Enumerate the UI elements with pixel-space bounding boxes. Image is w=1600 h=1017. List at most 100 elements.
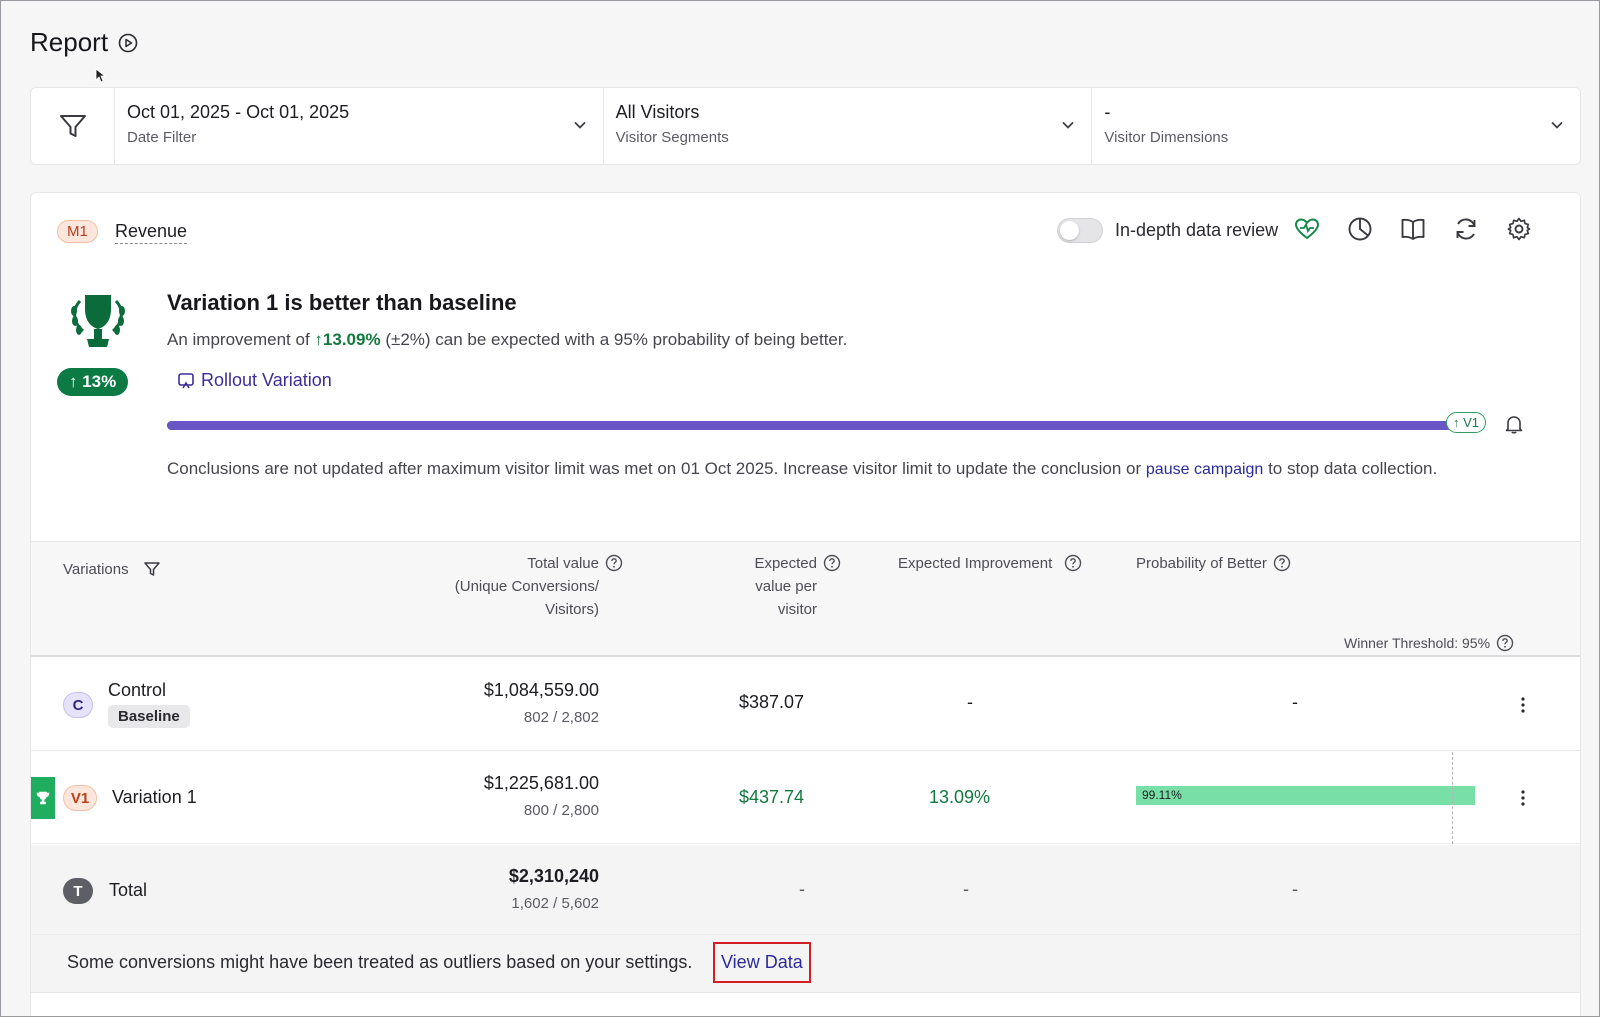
- date-filter-label: Date Filter: [127, 129, 197, 146]
- visitor-dimensions-value: -: [1104, 102, 1111, 122]
- conversions-ratio: 800 / 2,800: [523, 802, 599, 819]
- chevron-down-icon: [1062, 121, 1074, 129]
- total-value: $1,225,681.00: [483, 773, 599, 793]
- date-filter-value: Oct 01, 2025 - Oct 01, 2025: [127, 102, 350, 122]
- table-row-variation-1[interactable]: V1 Variation 1 $1,225,681.00 800 / 2,800…: [31, 752, 1580, 844]
- expected-header-line2: value per: [755, 578, 817, 595]
- page-header: Report: [30, 27, 138, 58]
- total-label: Total: [109, 880, 148, 900]
- chevron-down-icon: [1551, 121, 1563, 129]
- view-data-link[interactable]: View Data: [713, 942, 811, 983]
- heart-pulse-icon[interactable]: [1293, 215, 1321, 243]
- probability-of-better: -: [1292, 692, 1298, 712]
- variations-header-label: Variations: [63, 561, 129, 578]
- probability-of-better: -: [1292, 879, 1298, 899]
- conclusion-suffix: to stop data collection.: [1268, 459, 1438, 478]
- winner-threshold: Winner Threshold: 95%: [1344, 632, 1514, 655]
- mouse-cursor-icon: [95, 68, 107, 83]
- conversions-ratio: 1,602 / 5,602: [511, 895, 599, 912]
- expected-header-line1: Expected: [754, 555, 817, 572]
- variation-badge: C: [63, 692, 93, 718]
- visitor-dimensions-label: Visitor Dimensions: [1104, 129, 1229, 146]
- verdict-suffix: (±2%) can be expected with a 95% probabi…: [385, 330, 848, 349]
- in-depth-review-control: In-depth data review: [1057, 218, 1278, 243]
- outlier-text: Some conversions might have been treated…: [67, 952, 693, 972]
- metric-name[interactable]: Revenue: [115, 221, 188, 244]
- metric-toolbar: [1293, 215, 1533, 243]
- conclusion-prefix: Conclusions are not updated after maximu…: [167, 459, 1142, 478]
- total-value-header: Total value (Unique Conversions/ Visitor…: [391, 552, 623, 621]
- table-row-control[interactable]: C Control Baseline $1,084,559.00 802 / 2…: [31, 659, 1580, 751]
- variations-header: Variations: [63, 558, 161, 581]
- conclusion-note: Conclusions are not updated after maximu…: [167, 455, 1497, 483]
- filter-icon-cell[interactable]: [31, 88, 115, 164]
- variation-badge: V1: [63, 785, 97, 811]
- verdict-prefix: An improvement of: [167, 330, 310, 349]
- total-value-header-line3: Visitors): [545, 601, 599, 618]
- trophy-icon: [71, 295, 125, 347]
- in-depth-review-toggle[interactable]: [1057, 218, 1103, 243]
- expected-value-per-visitor: $437.74: [739, 787, 805, 807]
- total-value: $2,310,240: [508, 866, 599, 886]
- rollout-icon: [178, 372, 194, 388]
- winner-trophy-icon: [36, 791, 50, 805]
- funnel-icon: [59, 115, 86, 137]
- rollout-variation-button[interactable]: Rollout Variation: [177, 370, 332, 391]
- total-value: $1,084,559.00: [483, 680, 599, 700]
- table-row-total: T Total $2,310,240 1,602 / 5,602 - - -: [31, 845, 1580, 935]
- expected-improvement-label: Expected Improvement: [898, 555, 1053, 572]
- pie-chart-icon[interactable]: [1346, 215, 1374, 243]
- expected-improvement-header: Expected Improvement: [898, 552, 1082, 575]
- variation-name: Control: [108, 680, 167, 700]
- expected-value-per-visitor: -: [799, 879, 805, 899]
- winner-threshold-line: [1452, 752, 1453, 844]
- variation-name: Variation 1: [112, 787, 197, 807]
- play-circle-icon[interactable]: [118, 33, 138, 53]
- help-circle-icon[interactable]: [1496, 634, 1514, 652]
- baseline-chip: Baseline: [108, 705, 190, 728]
- verdict-sentence: An improvement of ↑13.09% (±2%) can be e…: [167, 330, 847, 350]
- expected-improvement: -: [967, 692, 973, 712]
- book-icon[interactable]: [1399, 215, 1427, 243]
- toggle-knob: [1060, 221, 1079, 240]
- improvement-pill: ↑ 13%: [57, 368, 129, 396]
- rollout-variation-label: Rollout Variation: [201, 370, 332, 390]
- refresh-icon[interactable]: [1452, 215, 1480, 243]
- visitor-segments-dropdown[interactable]: All Visitors Visitor Segments: [604, 88, 1093, 164]
- expected-value-per-visitor: $387.07: [739, 692, 805, 712]
- help-circle-icon[interactable]: [1273, 554, 1291, 572]
- visitor-dimensions-dropdown[interactable]: - Visitor Dimensions: [1092, 88, 1580, 164]
- total-badge: T: [63, 878, 93, 904]
- page-title: Report: [30, 27, 109, 57]
- visitor-progress-bar: [167, 421, 1457, 430]
- help-circle-icon[interactable]: [605, 554, 623, 572]
- help-circle-icon[interactable]: [1064, 554, 1082, 572]
- date-filter-dropdown[interactable]: Oct 01, 2025 - Oct 01, 2025 Date Filter: [115, 88, 604, 164]
- probability-header: Probability of Better: [1136, 552, 1291, 575]
- bell-icon[interactable]: [1503, 413, 1525, 435]
- expected-value-header: Expected value per visitor: [691, 552, 841, 621]
- probability-bar: [1136, 786, 1475, 805]
- visitor-progress-fill: [167, 421, 1457, 430]
- help-circle-icon[interactable]: [823, 554, 841, 572]
- winner-flag: [31, 777, 55, 819]
- variations-table-header: Variations Total value (Unique Conversio…: [31, 541, 1580, 657]
- outlier-notice: Some conversions might have been treated…: [31, 935, 1580, 993]
- winner-threshold-label: Winner Threshold: 95%: [1344, 635, 1491, 651]
- expected-improvement: -: [963, 879, 969, 899]
- probability-label: Probability of Better: [1136, 555, 1267, 572]
- settings-gear-icon[interactable]: [1505, 215, 1533, 243]
- more-vertical-icon[interactable]: [1513, 788, 1533, 808]
- total-value-header-line2: (Unique Conversions/: [454, 578, 599, 595]
- verdict-headline: Variation 1 is better than baseline: [167, 290, 517, 315]
- total-value-header-line1: Total value: [527, 555, 599, 572]
- conversions-ratio: 802 / 2,802: [523, 709, 599, 726]
- visitor-segments-label: Visitor Segments: [615, 129, 729, 146]
- chevron-down-icon: [574, 121, 586, 129]
- more-vertical-icon[interactable]: [1513, 695, 1533, 715]
- expected-improvement: 13.09%: [929, 787, 991, 807]
- filter-funnel-icon[interactable]: [143, 560, 161, 578]
- expected-header-line3: visitor: [777, 601, 817, 618]
- pause-campaign-link[interactable]: pause campaign: [1145, 461, 1264, 478]
